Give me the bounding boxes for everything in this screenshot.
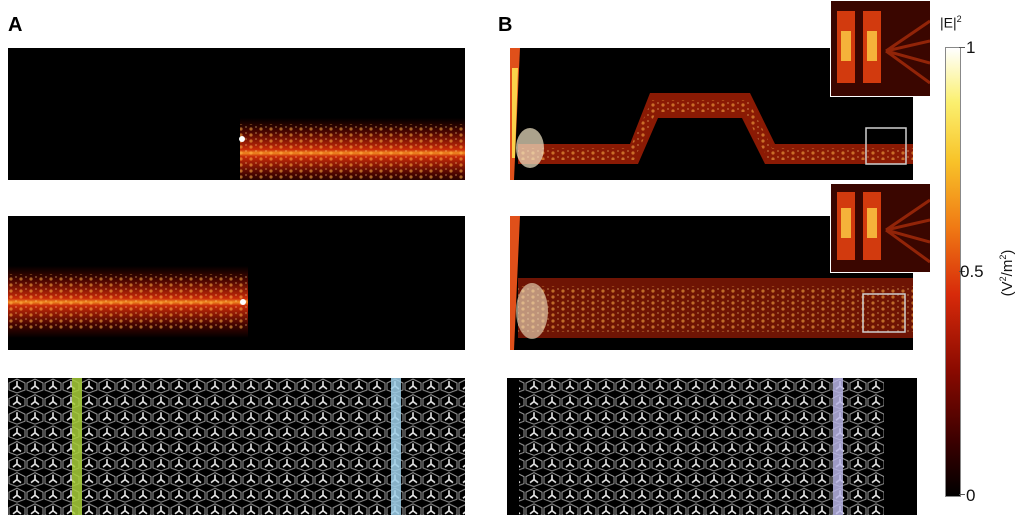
colorbar [945,47,961,497]
zoom-inset-top [830,0,931,97]
zoom-inset-top-svg [831,1,930,96]
field-map-a-middle [8,216,465,350]
colorbar-tick-label-0: 0 [966,486,976,505]
colorbar-tick-label-05: 0.5 [960,262,984,281]
zoom-inset-middle [830,183,931,273]
green-strip [72,378,82,515]
colorbar-title: |E|2 [940,14,962,31]
panel-label-b: B [498,14,513,36]
colorbar-tick-label-1: 1 [966,38,976,57]
field-map-a-middle-svg [8,266,248,338]
lattice-b-svg [507,378,917,515]
colorbar-tick-0 [959,494,965,495]
lattice-a [8,378,465,515]
colorbar-tick-1 [959,47,965,48]
field-map-b-middle-svg [510,216,913,350]
inset-marker-box [862,293,906,333]
source-dot [240,299,246,305]
lattice-b [507,378,917,515]
blue-strip [391,378,401,515]
colorbar-unit-label: (V2/m2) [998,249,1016,297]
lavender-strip [833,378,843,515]
inset-marker-box [865,127,907,165]
colorbar-tick-05 [959,271,965,272]
zoom-inset-middle-svg [831,184,930,272]
field-map-b-top-svg [510,48,913,180]
lattice-a-svg [8,378,465,515]
field-map-a-top-svg [239,118,465,180]
source-dot [239,136,245,142]
panel-label-a: A [8,14,23,36]
field-map-a-top [8,48,465,180]
